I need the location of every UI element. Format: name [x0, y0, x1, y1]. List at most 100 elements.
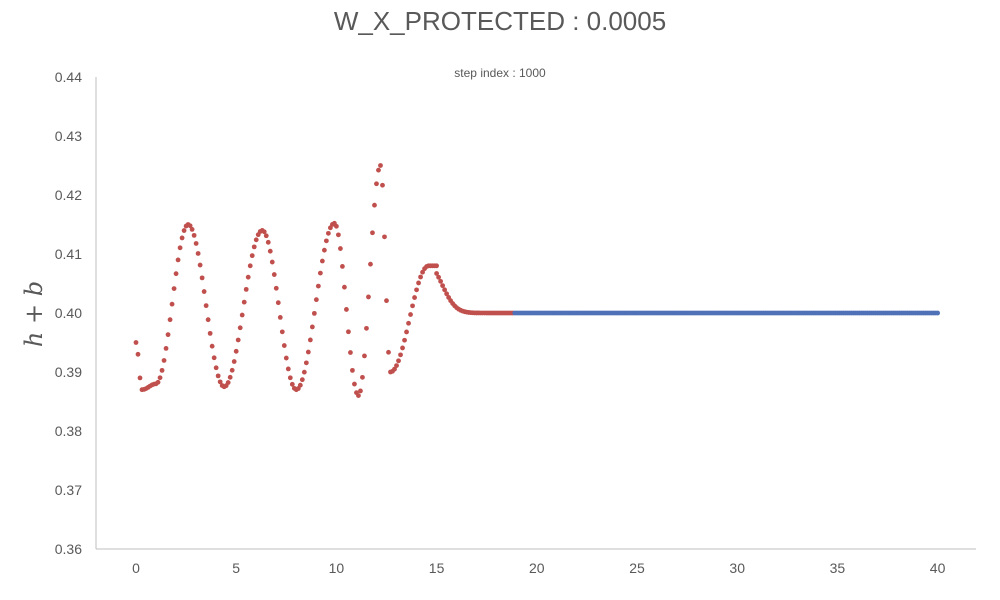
- y-tick-label: 0.40: [55, 305, 82, 321]
- data-point: [440, 283, 446, 289]
- data-point: [289, 381, 295, 387]
- data-point: [442, 287, 448, 293]
- data-point: [195, 251, 201, 256]
- data-point: [412, 295, 417, 300]
- x-tick-label: 0: [132, 560, 140, 576]
- data-point: [338, 246, 343, 251]
- data-point: [392, 366, 397, 372]
- data-point: [187, 223, 193, 229]
- data-point: [231, 359, 237, 364]
- data-point: [370, 230, 375, 236]
- data-point: [380, 182, 385, 188]
- data-point: [406, 320, 411, 326]
- chart-subtitle: step index : 1000: [454, 66, 546, 80]
- data-point: [434, 271, 439, 276]
- y-tick-label: 0.41: [55, 246, 82, 262]
- data-point: [281, 343, 287, 348]
- data-point: [319, 258, 325, 264]
- data-point: [157, 375, 163, 381]
- data-point: [416, 280, 421, 286]
- data-point: [368, 261, 373, 267]
- data-point: [386, 349, 391, 355]
- data-point: [402, 337, 407, 343]
- y-tick-label: 0.38: [55, 423, 82, 439]
- data-point: [205, 317, 211, 323]
- axes: [95, 77, 976, 550]
- y-tick-label: 0.44: [55, 69, 82, 85]
- data-point: [171, 286, 177, 292]
- data-point: [229, 367, 235, 373]
- y-tick-label: 0.42: [55, 187, 82, 203]
- data-point: [269, 259, 275, 265]
- data-point: [197, 262, 203, 268]
- data-point: [404, 329, 409, 335]
- data-point: [396, 358, 401, 364]
- data-point: [382, 234, 387, 240]
- data-point: [350, 367, 355, 373]
- x-tick-label: 30: [729, 560, 745, 576]
- data-point: [189, 226, 195, 232]
- data-point: [227, 374, 233, 380]
- data-point: [217, 379, 223, 385]
- x-tick-label: 40: [930, 560, 946, 576]
- data-point: [317, 270, 323, 276]
- data-point: [366, 294, 371, 300]
- data-point: [444, 291, 450, 297]
- data-point: [303, 360, 309, 366]
- data-point: [323, 238, 329, 244]
- data-point: [263, 233, 269, 239]
- data-point: [245, 274, 251, 280]
- data-point: [344, 307, 349, 312]
- data-point: [251, 244, 257, 250]
- data-point: [334, 223, 339, 229]
- data-point: [279, 329, 285, 335]
- data-point: [277, 315, 283, 320]
- x-tick-label: 20: [529, 560, 545, 576]
- data-point: [436, 274, 441, 280]
- data-point: [313, 297, 319, 303]
- x-tick-label: 35: [830, 560, 846, 576]
- data-point: [155, 379, 161, 385]
- data-point: [356, 393, 361, 398]
- data-point: [181, 228, 187, 233]
- data-point: [374, 181, 379, 187]
- chart-title: W_X_PROTECTED : 0.0005: [333, 6, 667, 36]
- y-tick-labels: 0.36 0.37 0.38 0.39 0.40 0.41 0.42 0.43 0.44: [55, 69, 82, 557]
- data-point: [169, 301, 175, 307]
- data-point: [159, 367, 165, 373]
- data-point: [207, 330, 213, 336]
- data-point: [378, 163, 383, 168]
- data-point: [243, 286, 249, 292]
- data-point: [249, 253, 255, 259]
- data-point: [346, 329, 351, 335]
- data-point: [267, 248, 273, 254]
- data-point: [305, 349, 311, 355]
- data-point: [137, 375, 143, 381]
- data-point: [173, 271, 179, 277]
- data-point: [398, 352, 403, 358]
- x-tick-label: 5: [232, 560, 240, 576]
- data-point: [384, 298, 389, 304]
- data-point: [167, 317, 173, 323]
- data-point: [161, 358, 167, 363]
- data-point: [408, 312, 413, 317]
- data-point: [133, 340, 139, 345]
- data-point: [325, 230, 331, 236]
- data-point: [225, 380, 231, 385]
- x-tick-labels: 0 5 10 15 20 25 30 35 40: [132, 560, 945, 576]
- data-point: [342, 284, 347, 290]
- data-point: [199, 275, 205, 281]
- data-point: [287, 375, 293, 381]
- data-point: [211, 355, 217, 361]
- data-point: [376, 167, 381, 173]
- data-point: [372, 202, 377, 208]
- data-point: [261, 229, 267, 235]
- data-point: [352, 381, 357, 387]
- data-point: [299, 377, 305, 383]
- data-point: [247, 263, 253, 269]
- data-point: [394, 363, 399, 368]
- data-point: [237, 325, 243, 331]
- y-tick-label: 0.37: [55, 482, 82, 498]
- data-point: [309, 324, 315, 330]
- data-point: [177, 245, 183, 251]
